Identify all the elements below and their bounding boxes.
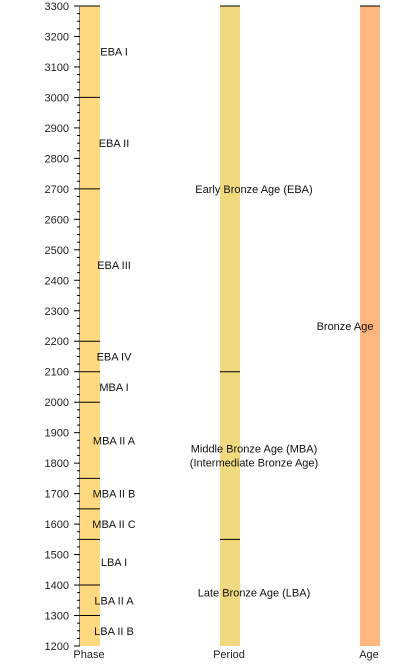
tick-label: 2800 <box>45 153 69 165</box>
column-name-age: Age <box>359 649 379 661</box>
column-name-period: Period <box>213 649 245 661</box>
bar-phase <box>80 6 100 646</box>
tick-label: 1300 <box>45 611 69 623</box>
segment-label: MBA I <box>99 382 128 394</box>
tick-label: 3100 <box>45 62 69 74</box>
tick-label: 2400 <box>45 275 69 287</box>
segment-label: LBA I <box>101 557 127 569</box>
tick-label: 2300 <box>45 306 69 318</box>
tick-label: 3300 <box>45 1 69 13</box>
tick-label: 3000 <box>45 92 69 104</box>
column-names: Phase Period Age <box>73 649 378 661</box>
segment-label: EBA IV <box>97 351 133 363</box>
segment-label: LBA II A <box>94 595 134 607</box>
y-axis: 3300 3200 3100 3000 2900 2800 2700 2600 2500 2400… <box>45 1 81 653</box>
segment-label: Bronze Age <box>317 321 374 333</box>
tick-label: 3200 <box>45 31 69 43</box>
tick-label: 2100 <box>45 367 69 379</box>
bar-age <box>360 6 380 646</box>
segment-label: Late Bronze Age (LBA) <box>198 588 311 600</box>
tick-label: 2600 <box>45 214 69 226</box>
tick-label: 1800 <box>45 458 69 470</box>
tick-label: 1900 <box>45 428 69 440</box>
tick-label: 2200 <box>45 336 69 348</box>
tick-label: 1700 <box>45 489 69 501</box>
bar-period <box>220 6 240 646</box>
column-name-phase: Phase <box>73 649 104 661</box>
segment-label: MBA II B <box>93 489 136 501</box>
segment-label: EBA I <box>100 47 128 59</box>
segment-label: Early Bronze Age (EBA) <box>195 184 312 196</box>
segment-label: EBA II <box>99 138 130 150</box>
segment-label: EBA III <box>97 260 131 272</box>
segment-label: MBA II A <box>93 435 136 447</box>
segment-label: LBA II B <box>94 626 134 638</box>
tick-label: 2000 <box>45 397 69 409</box>
segment-label: Middle Bronze Age (MBA) (Intermediate Bro… <box>190 444 318 470</box>
segment-label: MBA II C <box>92 519 135 531</box>
tick-label: 1200 <box>45 641 69 653</box>
tick-label: 2900 <box>45 123 69 135</box>
tick-label: 1400 <box>45 580 69 592</box>
tick-label: 2500 <box>45 245 69 257</box>
segment-labels: EBA I EBA II EBA III EBA IV MBA I MBA II A MBA… <box>92 47 373 638</box>
timeline-columns <box>80 5 380 646</box>
tick-label: 1500 <box>45 550 69 562</box>
tick-label: 1600 <box>45 519 69 531</box>
tick-label: 2700 <box>45 184 69 196</box>
